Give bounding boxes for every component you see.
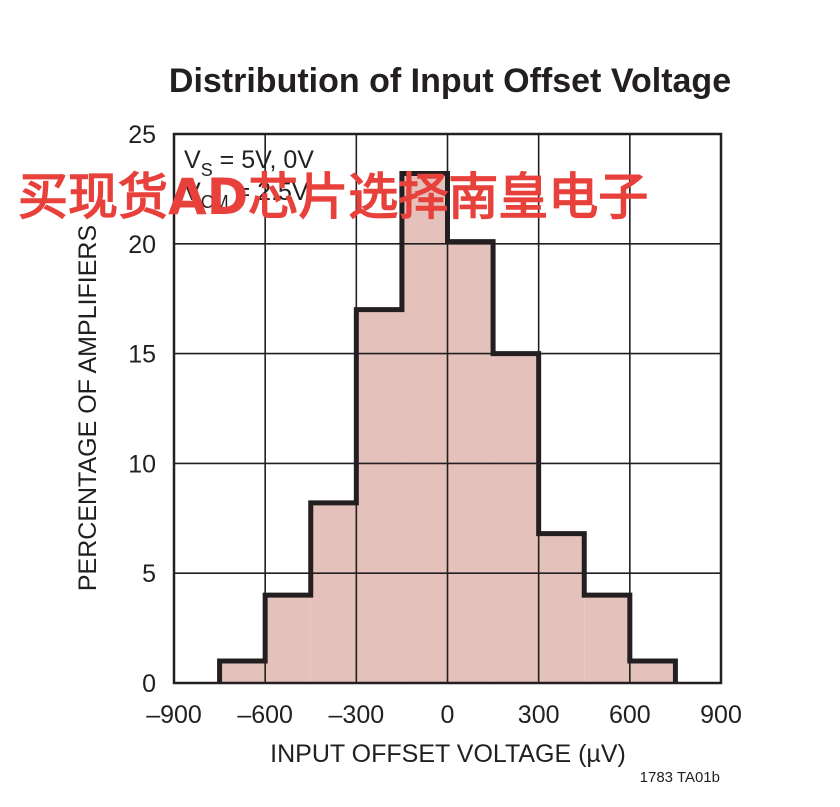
histogram-bar-1 [265, 595, 311, 683]
x-tick-label: –900 [146, 701, 202, 729]
annotation-vcm-suffix: = 2.5V [229, 178, 309, 206]
histogram-bar-2 [310, 502, 357, 683]
x-tick-label: 300 [518, 701, 560, 729]
chart-title: Distribution of Input Offset Voltage [169, 62, 731, 100]
x-tick-label: 0 [441, 701, 455, 729]
histogram-outline [217, 171, 678, 683]
histogram-bar-4 [401, 173, 448, 683]
y-tick-label: 15 [128, 341, 156, 369]
plot-area: –900 –600 –300 0 300 600 900 0 5 10 15 20 25 [128, 121, 742, 729]
histogram-bar-3 [356, 309, 402, 683]
y-tick-label: 25 [128, 121, 156, 149]
y-tick-label: 0 [142, 670, 156, 698]
histogram-bar-6 [493, 353, 539, 683]
annotation-vs-suffix: = 5V, 0V [213, 146, 315, 174]
histogram-bar-5 [447, 241, 494, 683]
x-tick-label: –300 [329, 701, 385, 729]
y-tick-label: 5 [142, 560, 156, 588]
histogram-bar-7 [538, 533, 585, 683]
annotation-vs-sub: S [201, 160, 213, 180]
figure-code: 1783 TA01b [640, 769, 720, 786]
x-tick-label: 900 [700, 701, 742, 729]
y-tick-label: 10 [128, 450, 156, 478]
y-axis-label: PERCENTAGE OF AMPLIFIERS [74, 225, 102, 591]
annotation-vcm: VCM = 2.5V [184, 178, 309, 212]
plot-frame [172, 132, 723, 685]
x-axis-label: INPUT OFFSET VOLTAGE (µV) [270, 740, 626, 768]
y-tick-label: 20 [128, 231, 156, 259]
annotation-vcm-sub: CM [201, 192, 229, 212]
annotation-vcm-prefix: V [184, 178, 201, 206]
histogram-bar-9 [629, 661, 676, 683]
annotation-vs-prefix: V [184, 146, 201, 174]
histogram-bar-8 [584, 595, 630, 683]
x-tick-label: 600 [609, 701, 651, 729]
annotation-vs: VS = 5V, 0V [184, 146, 314, 180]
histogram-bar-0 [219, 661, 266, 683]
watermark-text: 买现货AD芯片选择南皇电子 [18, 168, 648, 226]
x-tick-label: –600 [237, 701, 293, 729]
